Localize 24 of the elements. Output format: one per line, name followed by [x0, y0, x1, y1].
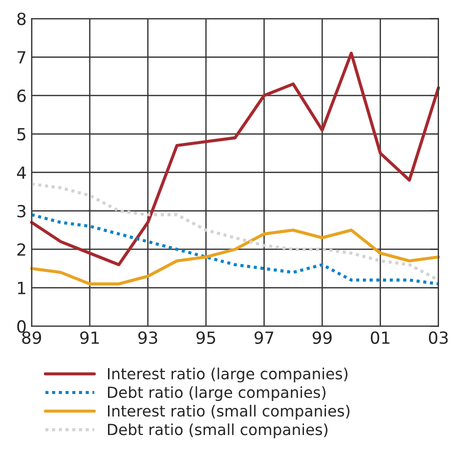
legend-label: Interest ratio (large companies): [108, 368, 348, 382]
y-tick-label: 4: [16, 166, 26, 179]
line-series: [30, 213, 440, 286]
line-series: [30, 52, 440, 266]
y-tick-label: 5: [17, 128, 26, 141]
x-tick-label: 01: [370, 331, 390, 344]
y-tick-label: 1: [18, 282, 26, 294]
x-tick-label: 89: [22, 331, 42, 344]
x-tick-label: 95: [196, 331, 216, 344]
x-tick-label: 97: [254, 331, 274, 344]
x-tick-label: 93: [138, 331, 158, 344]
x-tick-label: 03: [428, 331, 448, 344]
legend-label: Interest ratio (small companies): [108, 404, 350, 420]
x-tick-label: 91: [80, 331, 99, 344]
y-tick-label: 7: [18, 51, 26, 64]
y-tick-label: 3: [17, 204, 26, 218]
legend-label: Debt ratio (small companies): [108, 423, 328, 438]
y-tick-label: 6: [17, 89, 26, 102]
legend-label: Debt ratio (large companies): [108, 386, 326, 402]
y-tick-label: 8: [17, 12, 26, 26]
x-tick-label: 99: [312, 331, 332, 344]
y-tick-label: 0: [17, 320, 26, 333]
line-series: [30, 228, 440, 286]
y-tick-label: 2: [17, 243, 26, 256]
